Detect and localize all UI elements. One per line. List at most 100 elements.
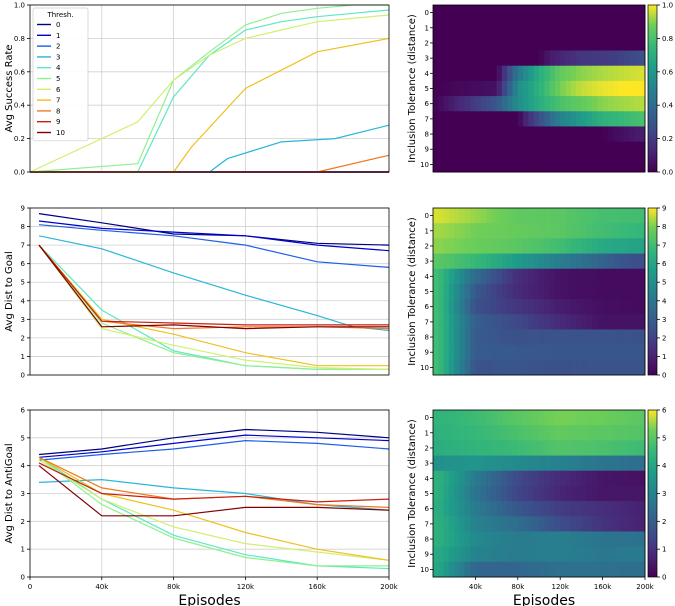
heat-cell bbox=[629, 470, 635, 487]
heat-cell bbox=[613, 501, 619, 517]
heat-cell bbox=[570, 546, 577, 563]
heat-cell bbox=[533, 531, 540, 548]
heat-cell bbox=[528, 410, 535, 426]
heat-cell bbox=[459, 485, 466, 502]
heat-cell bbox=[607, 516, 614, 532]
y-tick-label: 8 bbox=[21, 223, 25, 231]
heat-cell bbox=[629, 223, 635, 239]
heat-cell bbox=[438, 531, 444, 548]
heat-cell bbox=[486, 268, 492, 285]
heat-cell bbox=[592, 470, 598, 487]
heat-cell bbox=[528, 344, 535, 361]
heat-cell bbox=[517, 470, 524, 487]
heat-cell bbox=[507, 35, 513, 51]
heat-row-label: 10 bbox=[420, 364, 429, 372]
heat-cell bbox=[618, 425, 625, 441]
heat-cell bbox=[528, 5, 535, 21]
series-line-4 bbox=[30, 9, 390, 173]
heat-cell bbox=[597, 5, 603, 21]
heat-cell bbox=[475, 253, 482, 270]
heat-cell bbox=[528, 208, 535, 224]
heat-cell bbox=[512, 299, 519, 315]
heat-cell bbox=[480, 314, 487, 330]
heat-cell bbox=[539, 5, 545, 21]
heat-cell bbox=[523, 20, 529, 36]
heat-cell bbox=[528, 516, 535, 532]
heat-cell bbox=[602, 253, 609, 270]
heat-cell bbox=[544, 156, 550, 173]
heat-cell bbox=[576, 359, 582, 376]
heat-cell bbox=[549, 359, 556, 376]
heat-cell bbox=[629, 546, 635, 563]
heat-cell bbox=[443, 111, 450, 127]
heat-cell bbox=[448, 65, 455, 82]
heat-cell bbox=[623, 470, 630, 487]
heat-cell bbox=[607, 425, 614, 441]
heat-cell bbox=[528, 546, 535, 563]
heat-cell bbox=[586, 35, 593, 51]
heat-cell bbox=[554, 65, 561, 82]
heat-cell bbox=[454, 156, 460, 173]
heat-cell bbox=[496, 546, 503, 563]
heat-cell bbox=[517, 299, 524, 315]
colorbar bbox=[647, 207, 658, 376]
heat-cell bbox=[539, 111, 545, 127]
heat-cell bbox=[602, 20, 609, 36]
heat-cell bbox=[448, 440, 455, 456]
legend-box bbox=[32, 7, 89, 142]
heat-cell bbox=[454, 80, 460, 97]
heat-cell bbox=[475, 96, 482, 112]
heat-cell bbox=[634, 561, 641, 578]
heat-cell bbox=[454, 485, 460, 502]
heat-cell bbox=[486, 80, 492, 97]
heat-cell bbox=[464, 425, 471, 441]
series-line-10 bbox=[38, 244, 389, 330]
heat-cell bbox=[602, 299, 609, 315]
heat-cell bbox=[512, 470, 519, 487]
heat-cell bbox=[433, 410, 439, 426]
heat-cell bbox=[560, 299, 566, 315]
heat-cell bbox=[443, 238, 450, 254]
heat-cell bbox=[602, 329, 609, 346]
heat-cell bbox=[512, 425, 519, 441]
heat-cell bbox=[507, 223, 513, 239]
heat-cell bbox=[581, 126, 588, 143]
heat-cell bbox=[570, 20, 577, 36]
heat-cell bbox=[544, 208, 550, 224]
heat-cell bbox=[629, 359, 635, 376]
heat-cell bbox=[517, 425, 524, 441]
heat-cell bbox=[464, 156, 471, 173]
heat-cell bbox=[433, 126, 439, 143]
heat-cell bbox=[623, 50, 630, 67]
heat-cell bbox=[602, 531, 609, 548]
heat-cell bbox=[470, 470, 476, 487]
heat-cell bbox=[433, 516, 439, 532]
heat-cell bbox=[629, 440, 635, 456]
heat-cell bbox=[454, 268, 460, 285]
heat-cell bbox=[517, 156, 524, 173]
heat-cell bbox=[560, 5, 566, 21]
heat-cell bbox=[438, 516, 444, 532]
heat-cell bbox=[523, 208, 529, 224]
heat-cell bbox=[433, 561, 439, 578]
heat-cell bbox=[576, 111, 582, 127]
heat-cell bbox=[438, 223, 444, 239]
heat-cell bbox=[602, 268, 609, 285]
heat-cell bbox=[480, 253, 487, 270]
heat-cell bbox=[581, 111, 588, 127]
heat-cell bbox=[507, 238, 513, 254]
heat-cell bbox=[501, 329, 508, 346]
heat-cell bbox=[602, 208, 609, 224]
heat-cell bbox=[533, 253, 540, 270]
heat-cell bbox=[618, 238, 625, 254]
heat-cell bbox=[581, 561, 588, 578]
heat-cell bbox=[592, 253, 598, 270]
heat-cell bbox=[528, 65, 535, 82]
heat-cell bbox=[623, 546, 630, 563]
heat-cell bbox=[533, 35, 540, 51]
heat-cell bbox=[549, 546, 556, 563]
heat-cell bbox=[570, 299, 577, 315]
heat-cell bbox=[470, 485, 476, 502]
heat-cell bbox=[607, 561, 614, 578]
heat-cell bbox=[613, 329, 619, 346]
